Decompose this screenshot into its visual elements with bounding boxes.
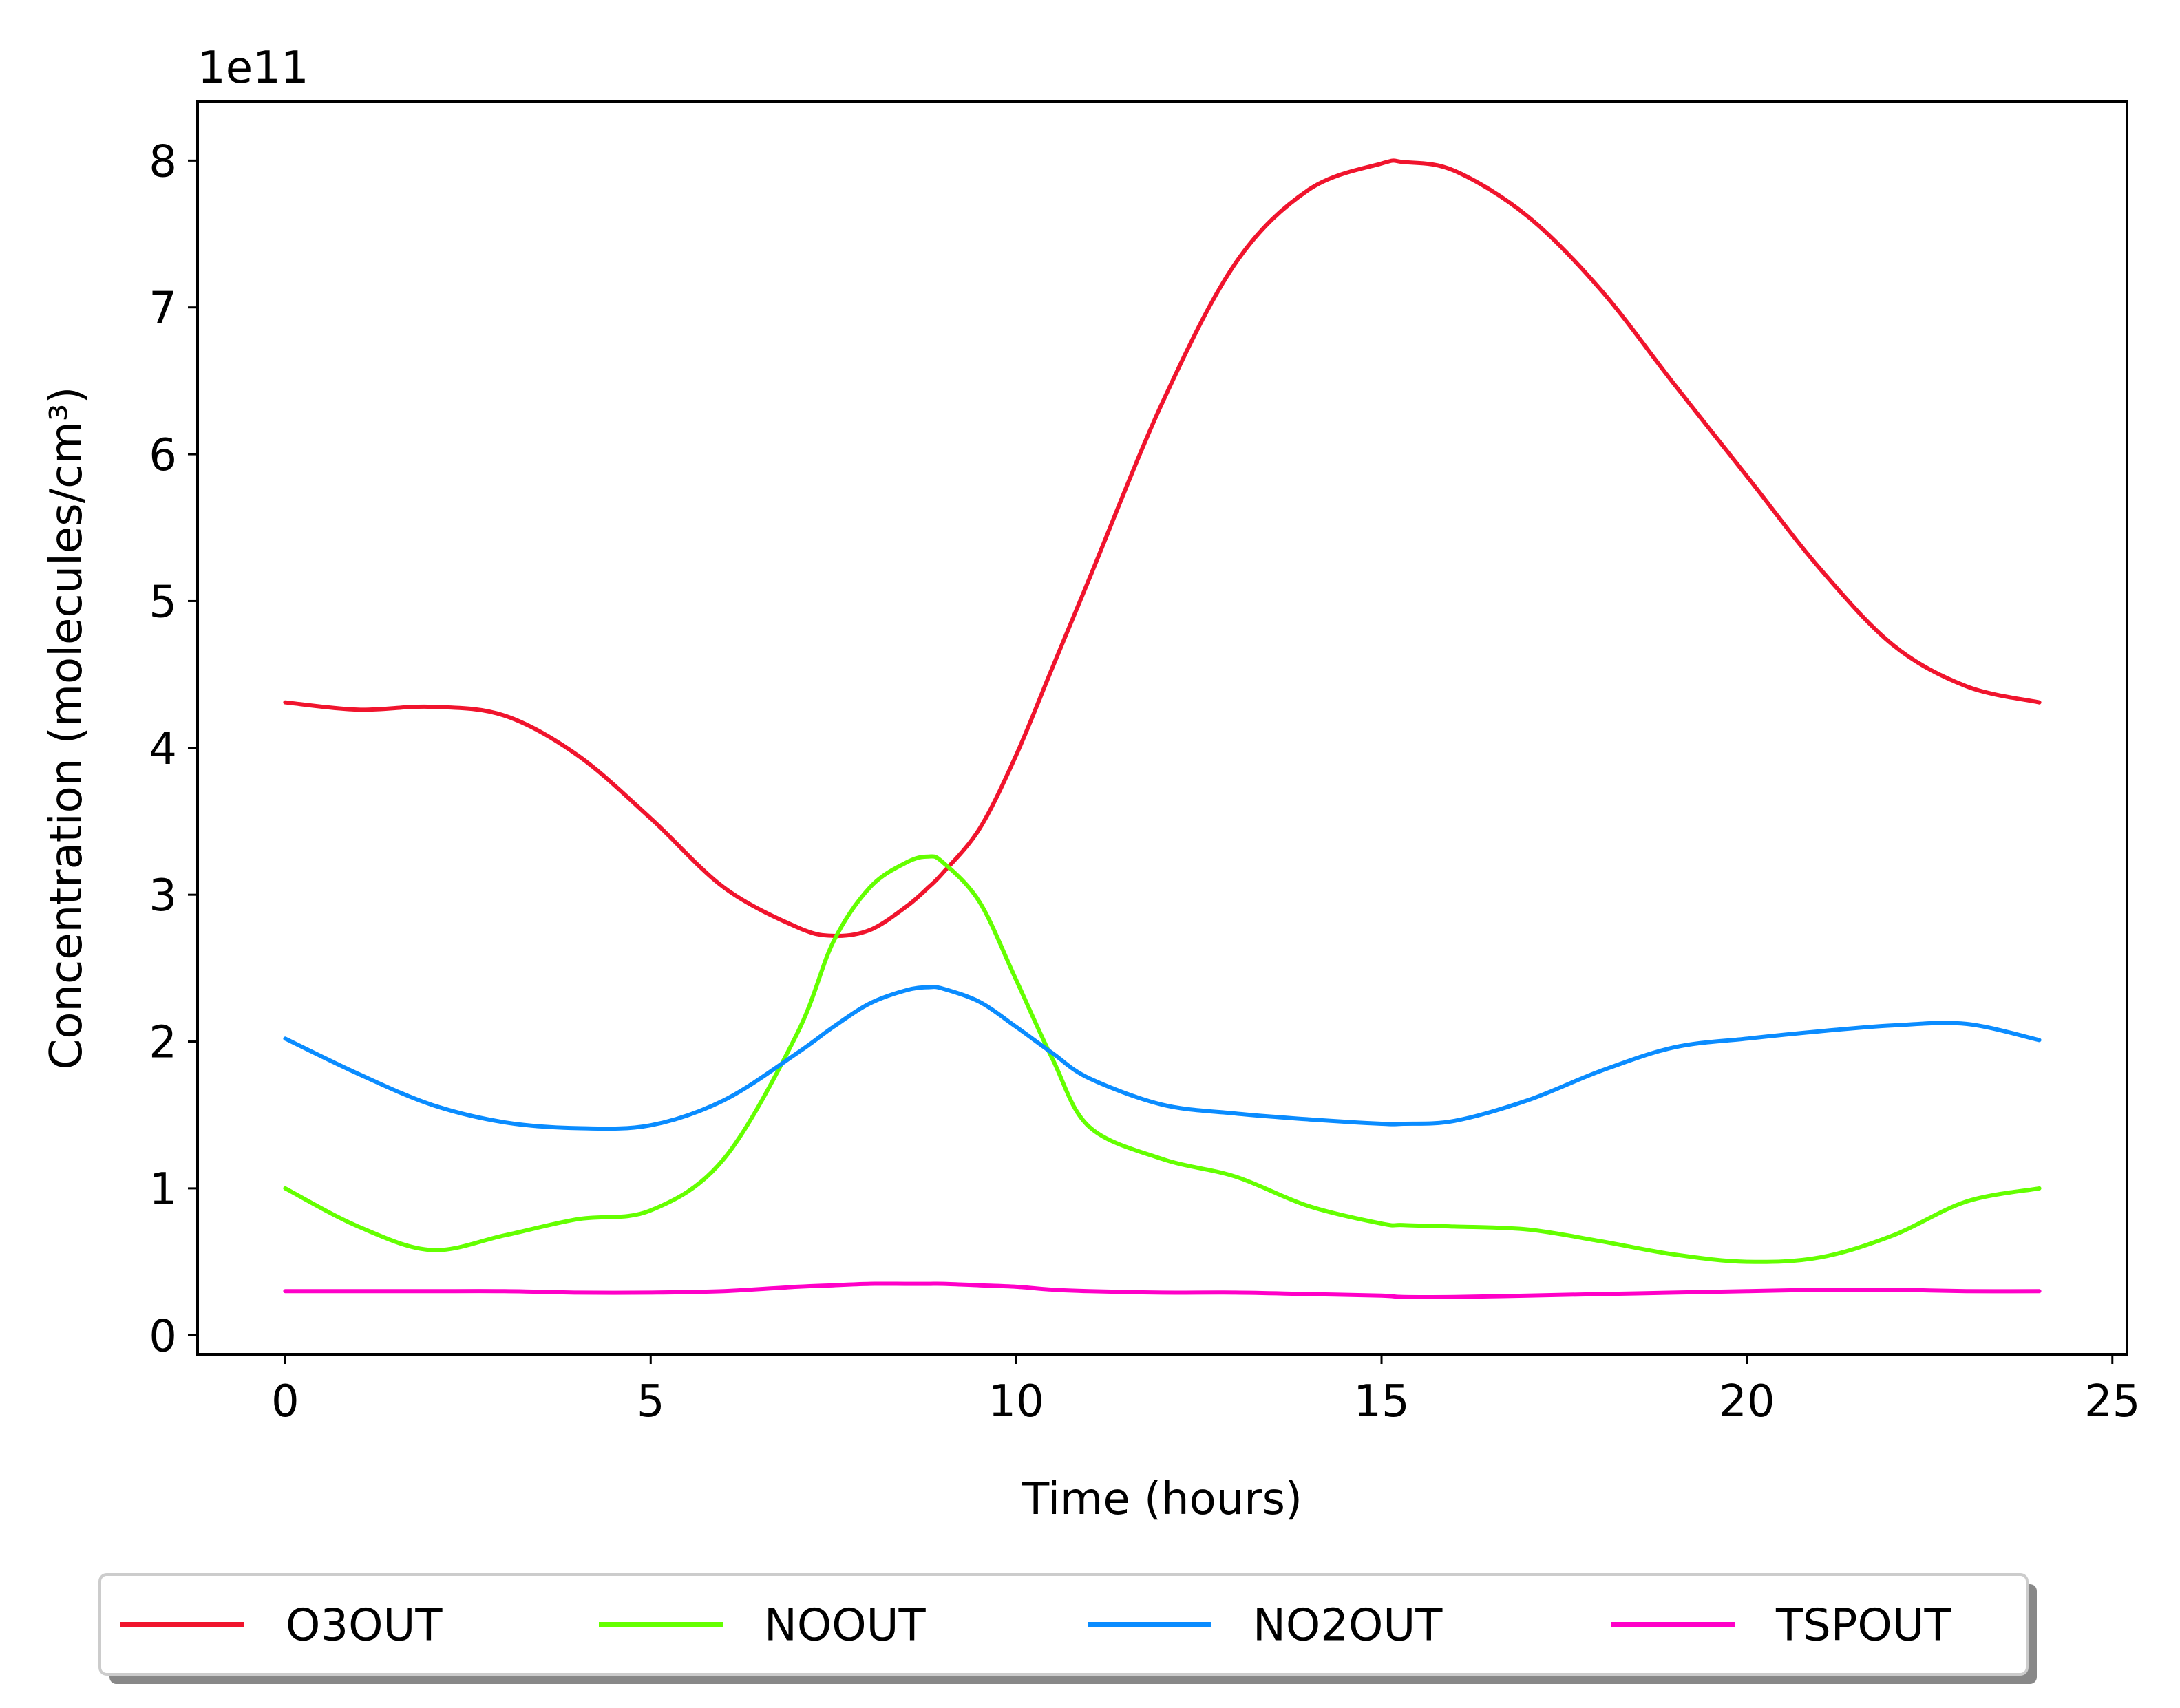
x-axis-ticks: 0 5 10 15 20 25	[271, 1354, 2140, 1427]
y-tick-label: 5	[149, 577, 177, 628]
x-axis-title: Time (hours)	[1022, 1474, 1302, 1525]
y-tick-label: 7	[149, 284, 177, 334]
series-line-o3out	[283, 158, 2042, 939]
x-tick-label: 25	[2084, 1376, 2140, 1427]
series-line-tspout	[283, 1281, 2042, 1300]
plot-area-frame	[196, 100, 2128, 1356]
x-tick-label: 0	[271, 1376, 299, 1427]
y-tick-label: 4	[149, 724, 177, 775]
y-axis-offset-text: 1e11	[198, 43, 309, 94]
y-tick-label: 2	[149, 1018, 177, 1069]
series-layer	[283, 158, 2042, 1300]
series-line-noout	[283, 854, 2042, 1264]
legend-items: O3OUT NOOUT NO2OUT TSPOUT	[120, 1601, 1952, 1652]
y-tick-label: 1	[149, 1164, 177, 1215]
x-tick-label: 10	[988, 1376, 1044, 1427]
y-tick-label: 3	[149, 871, 177, 921]
legend: O3OUT NOOUT NO2OUT TSPOUT	[98, 1573, 2037, 1684]
x-tick-label: 20	[1719, 1376, 1775, 1427]
x-tick-label: 5	[637, 1376, 665, 1427]
legend-label-no2out: NO2OUT	[1253, 1601, 1443, 1652]
legend-label-tspout: TSPOUT	[1775, 1601, 1952, 1652]
legend-box	[98, 1573, 2029, 1676]
series-line-no2out	[283, 985, 2042, 1131]
y-axis-title: Concentration (molecules/cm³)	[41, 387, 92, 1070]
legend-label-noout: NOOUT	[764, 1601, 926, 1652]
legend-label-o3out: O3OUT	[286, 1601, 443, 1652]
y-axis-ticks: 0 1 2 3 4 5 6 7 8	[149, 136, 198, 1362]
x-tick-label: 15	[1353, 1376, 1409, 1427]
y-tick-label: 8	[149, 136, 177, 187]
y-tick-label: 6	[149, 430, 177, 481]
y-tick-label: 0	[149, 1311, 177, 1362]
